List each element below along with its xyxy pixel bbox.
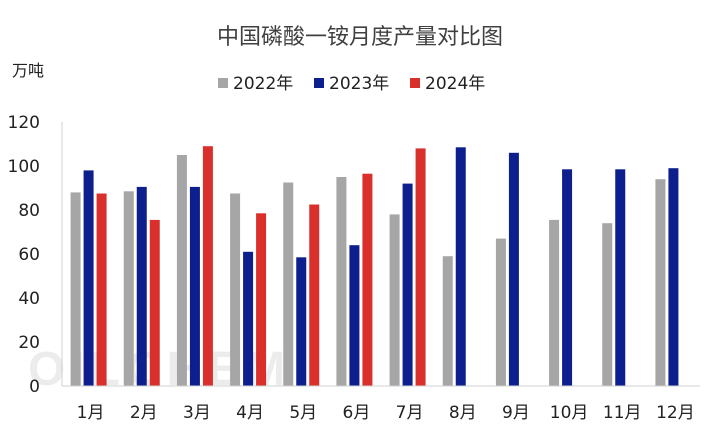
x-tick-label: 4月 [236, 403, 264, 423]
legend-label: 2023年 [329, 74, 389, 94]
legend-label: 2022年 [233, 74, 293, 94]
bar-2022年-4月 [230, 193, 241, 386]
bar-2024年-7月 [415, 148, 426, 386]
bar-2023年-11月 [615, 169, 626, 386]
x-axis-ticks: 1月 2月 3月 4月 5月 6月 7月 8月 9月 10月 11月 12月 [77, 403, 695, 423]
y-tick-label: 60 [18, 245, 40, 265]
x-tick-label: 3月 [183, 403, 211, 423]
legend: 2022年 2023年 2024年 [218, 74, 485, 94]
legend-swatch [410, 78, 420, 88]
bar-2022年-10月 [549, 219, 560, 386]
x-tick-label: 7月 [396, 403, 424, 423]
bar-2024年-5月 [309, 204, 320, 386]
bar-2022年-3月 [176, 155, 187, 386]
legend-swatch [218, 78, 228, 88]
bar-2024年-1月 [96, 193, 107, 386]
bar-2024年-3月 [202, 146, 213, 386]
bar-2022年-7月 [389, 214, 400, 386]
bar-2023年-10月 [562, 169, 573, 386]
x-tick-label: 12月 [656, 403, 695, 423]
y-tick-label: 120 [8, 113, 40, 133]
x-tick-label: 5月 [289, 403, 317, 423]
y-tick-label: 20 [18, 333, 40, 353]
y-tick-label: 40 [18, 289, 40, 309]
x-tick-label: 10月 [550, 403, 589, 423]
bar-2024年-2月 [149, 219, 160, 386]
legend-swatch [314, 78, 324, 88]
chart-title: 中国磷酸一铵月度产量对比图 [217, 25, 503, 50]
x-tick-label: 11月 [603, 403, 642, 423]
x-tick-label: 9月 [502, 403, 530, 423]
bar-2022年-8月 [442, 256, 453, 386]
x-tick-label: 2月 [130, 403, 158, 423]
bar-2022年-1月 [70, 192, 81, 386]
bars [70, 146, 679, 386]
bar-2022年-12月 [655, 179, 666, 386]
bar-2023年-4月 [243, 251, 254, 386]
bar-2023年-8月 [455, 147, 466, 386]
y-tick-label: 0 [29, 377, 40, 397]
y-tick-label: 100 [8, 157, 40, 177]
bar-2023年-2月 [136, 186, 147, 386]
y-tick-label: 80 [18, 201, 40, 221]
y-axis-unit: 万吨 [12, 61, 44, 80]
bar-2023年-5月 [296, 257, 307, 386]
bar-2023年-6月 [349, 245, 360, 386]
bar-2022年-2月 [123, 191, 134, 386]
x-tick-label: 1月 [77, 403, 105, 423]
bar-2022年-6月 [336, 177, 347, 386]
bar-2022年-9月 [495, 238, 506, 386]
legend-label: 2024年 [425, 74, 485, 94]
bar-2022年-5月 [283, 182, 294, 386]
bar-2023年-3月 [189, 186, 200, 386]
bar-2023年-9月 [508, 152, 519, 386]
x-tick-label: 6月 [343, 403, 371, 423]
bar-2022年-11月 [602, 223, 613, 386]
y-axis-ticks: 0 20 40 60 80 100 120 [8, 113, 40, 397]
bar-2023年-12月 [668, 168, 679, 386]
bar-2023年-1月 [83, 170, 94, 386]
bar-2024年-4月 [256, 213, 267, 386]
bar-2023年-7月 [402, 183, 413, 386]
bar-2024年-6月 [362, 173, 373, 386]
x-tick-label: 8月 [449, 403, 477, 423]
